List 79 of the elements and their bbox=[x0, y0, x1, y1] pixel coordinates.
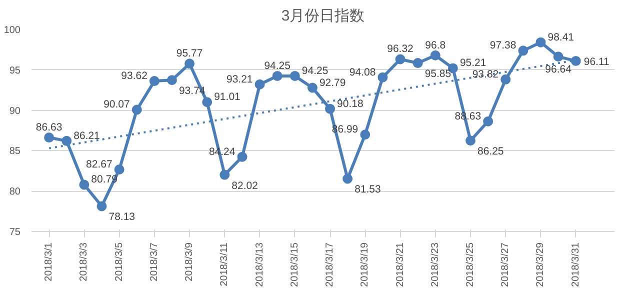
point bbox=[202, 97, 212, 108]
point bbox=[536, 37, 546, 48]
data-label: 94.25 bbox=[264, 60, 291, 72]
point bbox=[430, 50, 440, 60]
data-label: 86.63 bbox=[36, 122, 62, 134]
data-label: 82.02 bbox=[232, 180, 258, 192]
data-label: 86.21 bbox=[74, 130, 100, 142]
data-label: 82.67 bbox=[86, 158, 112, 171]
point bbox=[96, 201, 107, 212]
point bbox=[290, 70, 300, 81]
data-label: 94.25 bbox=[302, 64, 328, 77]
point bbox=[378, 72, 388, 82]
x-tick-label: 2018/3/5 bbox=[114, 242, 125, 282]
y-tick-label: 100 bbox=[4, 25, 21, 36]
point bbox=[272, 70, 282, 81]
point bbox=[518, 46, 528, 56]
point bbox=[62, 136, 72, 146]
point bbox=[132, 104, 142, 115]
point bbox=[500, 74, 511, 84]
x-tick-label: 2018/3/3 bbox=[78, 242, 90, 282]
point bbox=[325, 104, 336, 114]
point bbox=[79, 180, 90, 190]
point bbox=[342, 174, 353, 184]
point bbox=[483, 116, 494, 126]
y-tick-label: 95 bbox=[9, 65, 21, 76]
data-label: 93.62 bbox=[121, 70, 148, 82]
point bbox=[553, 52, 564, 62]
point bbox=[44, 132, 54, 143]
data-label: 95.77 bbox=[176, 48, 203, 60]
data-label: 92.79 bbox=[319, 76, 346, 89]
x-tick-label: 2018/3/19 bbox=[360, 242, 371, 287]
point bbox=[184, 58, 195, 69]
data-label: 95.21 bbox=[460, 57, 486, 70]
y-tick-label: 80 bbox=[9, 186, 21, 198]
x-tick-label: 2018/3/11 bbox=[219, 242, 230, 286]
data-label: 96.32 bbox=[387, 43, 414, 56]
point bbox=[166, 75, 177, 86]
point bbox=[466, 136, 476, 146]
point bbox=[237, 152, 248, 162]
chart-title: 3月份日指数 bbox=[281, 8, 365, 24]
data-label: 78.13 bbox=[108, 211, 136, 224]
data-label: 91.01 bbox=[214, 91, 241, 104]
point bbox=[307, 82, 318, 93]
data-label: 81.53 bbox=[354, 184, 382, 196]
x-tick-label: 2018/3/1 bbox=[44, 242, 55, 282]
data-label: 96.8 bbox=[425, 39, 446, 52]
data-label: 95.85 bbox=[424, 68, 452, 80]
data-label: 94.08 bbox=[349, 66, 376, 78]
point bbox=[570, 56, 581, 66]
data-label: 93.82 bbox=[472, 68, 499, 80]
point bbox=[360, 130, 370, 140]
x-tick-label: 2018/3/23 bbox=[430, 242, 441, 287]
point bbox=[395, 54, 406, 64]
x-tick-label: 2018/3/7 bbox=[148, 242, 160, 282]
x-tick-label: 2018/3/27 bbox=[500, 242, 512, 287]
data-label: 86.25 bbox=[478, 146, 504, 158]
x-tick-label: 2018/3/29 bbox=[535, 242, 546, 287]
y-tick-label: 90 bbox=[9, 106, 21, 117]
data-label: 93.21 bbox=[226, 73, 253, 86]
x-tick-label: 2018/3/25 bbox=[465, 242, 476, 287]
x-tick-label: 2018/3/17 bbox=[324, 242, 336, 287]
point bbox=[114, 164, 124, 175]
y-tick-label: 75 bbox=[9, 227, 21, 238]
x-tick-label: 2018/3/31 bbox=[570, 242, 582, 287]
data-label: 98.41 bbox=[548, 31, 574, 44]
x-tick-label: 2018/3/15 bbox=[289, 242, 300, 287]
point bbox=[220, 170, 230, 180]
data-label: 90.18 bbox=[337, 98, 364, 110]
data-label: 96.64 bbox=[545, 64, 572, 76]
x-tick-label: 2018/3/9 bbox=[184, 242, 196, 282]
point bbox=[149, 76, 160, 86]
data-label: 90.07 bbox=[104, 98, 130, 111]
data-label: 97.38 bbox=[490, 40, 516, 52]
point bbox=[254, 79, 265, 90]
data-label: 96.11 bbox=[584, 56, 610, 68]
y-tick-label: 85 bbox=[9, 146, 21, 158]
x-tick-label: 2018/3/13 bbox=[254, 242, 266, 287]
x-tick-label: 2018/3/21 bbox=[394, 242, 406, 287]
point bbox=[412, 58, 423, 68]
